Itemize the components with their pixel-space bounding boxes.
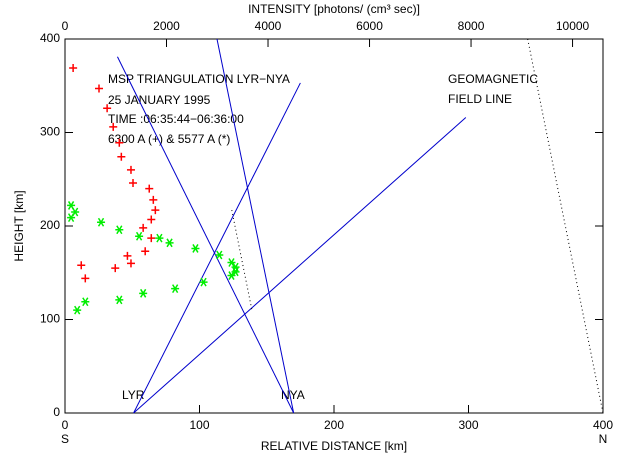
annotation: 25 JANUARY 1995 — [108, 93, 211, 107]
point — [145, 184, 154, 193]
y-axis-label: HEIGHT [km] — [12, 190, 26, 261]
point — [115, 225, 124, 235]
x-axis-label: RELATIVE DISTANCE [km] — [261, 439, 407, 453]
point — [109, 122, 118, 131]
x2-tick-label: 0 — [62, 19, 69, 33]
point — [126, 165, 135, 174]
point — [171, 284, 180, 294]
point — [115, 138, 124, 147]
point — [227, 271, 236, 280]
line — [216, 38, 295, 414]
annotation: MSP TRIANGULATION LYR−NYA — [108, 72, 290, 86]
point — [126, 259, 135, 268]
x2-tick-label: 8000 — [458, 19, 485, 33]
annotation: TIME :06:35:44−06:36:00 — [108, 112, 244, 126]
point — [115, 295, 124, 305]
point — [117, 152, 126, 161]
line — [133, 117, 467, 414]
y-tick-label: 300 — [40, 125, 60, 139]
x2-tick-label: 2000 — [153, 19, 180, 33]
point — [103, 104, 112, 113]
point — [123, 251, 132, 260]
line — [117, 56, 295, 414]
point — [147, 215, 156, 224]
point — [227, 258, 236, 267]
y-tick-label: 400 — [40, 31, 60, 45]
point — [77, 261, 86, 270]
point — [129, 178, 138, 187]
point — [147, 234, 156, 243]
point — [139, 288, 148, 298]
point — [73, 305, 82, 315]
annotation: FIELD LINE — [448, 92, 512, 106]
x-tick-label: 0 — [62, 418, 69, 432]
x-tick-label: 100 — [189, 418, 209, 432]
point — [151, 206, 160, 215]
point — [67, 201, 76, 210]
line — [133, 82, 301, 414]
point — [67, 213, 76, 222]
point — [97, 217, 106, 227]
point — [199, 277, 208, 287]
point — [139, 223, 148, 232]
point — [191, 244, 200, 253]
x-tick-label: 300 — [458, 418, 478, 432]
annotation: 6300 A (+) & 5577 A (*) — [108, 132, 230, 146]
point — [141, 247, 150, 256]
y-tick-label: 0 — [53, 405, 60, 419]
x2-axis-label: INTENSITY [photons/ (cm³ sec)] — [248, 2, 420, 16]
x2-tick-label: 10000 — [556, 19, 590, 33]
x-tick-label: 400 — [593, 418, 613, 432]
x-end-label: S — [61, 432, 69, 446]
point — [231, 267, 240, 277]
point — [81, 297, 90, 307]
point — [81, 274, 90, 283]
point — [215, 250, 224, 260]
x2-tick-label: 6000 — [356, 19, 383, 33]
line — [527, 38, 604, 414]
point — [135, 231, 144, 241]
x-end-label: N — [599, 432, 608, 446]
point — [111, 264, 120, 273]
point — [155, 233, 164, 243]
annotation: GEOMAGNETIC — [448, 72, 538, 86]
point — [149, 195, 158, 204]
y-tick-label: 100 — [40, 312, 60, 326]
x2-tick-label: 4000 — [255, 19, 282, 33]
point — [165, 238, 174, 248]
y-tick-label: 200 — [40, 218, 60, 232]
x-tick-label: 200 — [324, 418, 344, 432]
point — [95, 84, 104, 93]
annotation: LYR — [122, 388, 145, 402]
point — [69, 63, 78, 72]
